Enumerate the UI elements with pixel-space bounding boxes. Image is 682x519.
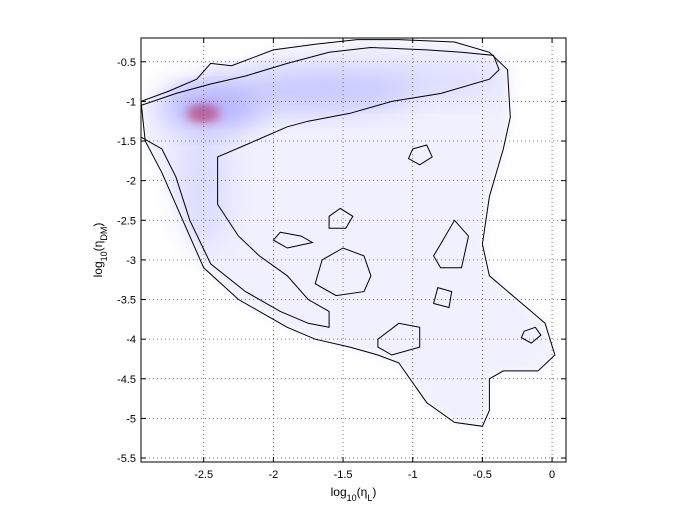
y-tick-label-7: -4: [126, 334, 136, 346]
y-axis-label-close: ): [91, 223, 105, 227]
y-axis-label-sub: 10: [99, 251, 109, 261]
y-axis-label-open: (η: [91, 241, 105, 252]
x-tick-label-1: -2: [268, 469, 278, 481]
plot-frame: [140, 37, 567, 463]
y-tick-label-9: -5: [126, 413, 136, 425]
low-density-region: [141, 39, 555, 427]
axis-ticks: -2.5 -2 -1.5 -1 -0.5 0 -0.5 -1 -1.5 -2 -2.5 -3 -3.5 -…: [117, 38, 566, 481]
x-axis-label-close: ): [372, 485, 376, 499]
y-axis-label-main: log: [91, 261, 105, 277]
x-tick-label-4: -0.5: [473, 469, 492, 481]
y-axis-label: log10(ηDM): [91, 223, 109, 278]
y-tick-label-1: -1: [126, 96, 136, 108]
y-tick-label-4: -2.5: [117, 215, 136, 227]
contour-island-6: [377, 322, 421, 356]
contour-island-1: [272, 231, 314, 249]
y-tick-label-3: -2: [126, 176, 136, 188]
density-blob-5: [178, 109, 229, 252]
contour-island-4: [433, 219, 470, 269]
y-tick-label-8: -4.5: [117, 374, 136, 386]
y-tick-label-0: -0.5: [117, 57, 136, 69]
x-axis-label-open: (η: [357, 485, 368, 499]
contour-island-3: [314, 247, 372, 297]
y-axis-label-sym-sub: DM: [99, 227, 109, 241]
contour-island-5: [432, 286, 453, 309]
contour-island-7: [520, 326, 542, 344]
density-layer: [141, 39, 555, 427]
x-tick-label-2: -1.5: [334, 469, 353, 481]
y-tick-label-5: -3: [126, 255, 136, 267]
x-axis-label-main: log: [331, 485, 347, 499]
contour-island-2: [328, 207, 354, 229]
y-tick-label-6: -3.5: [117, 295, 136, 307]
x-axis-label-sub: 10: [347, 493, 357, 503]
inner-contour: [141, 46, 500, 328]
y-tick-label-10: -5.5: [117, 453, 136, 465]
density-blob-4: [259, 65, 511, 98]
outer-contour: [141, 39, 556, 427]
x-tick-label-0: -2.5: [194, 469, 213, 481]
x-axis-label: log10(ηL): [331, 485, 377, 503]
x-tick-label-3: -1: [408, 469, 418, 481]
y-tick-label-2: -1.5: [117, 136, 136, 148]
x-tick-label-5: 0: [549, 469, 555, 481]
contour-island-0: [407, 144, 433, 166]
contour-lines: [141, 39, 556, 427]
x-axis-label-sym-sub: L: [367, 493, 372, 503]
